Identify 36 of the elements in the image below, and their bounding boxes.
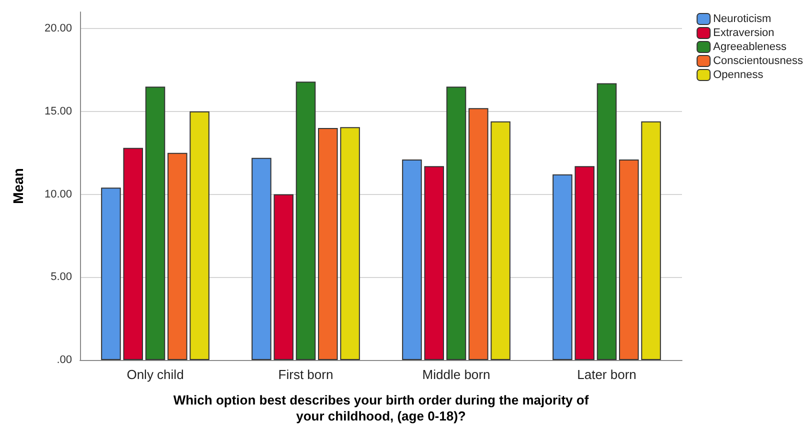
x-tick-label: Later born: [577, 367, 636, 382]
x-axis-title: Which option best describes your birth order during the majority of your childhood, (age 0-18)?: [173, 392, 590, 424]
x-tick-label: Middle born: [422, 367, 490, 382]
legend-label: Neuroticism: [713, 13, 772, 25]
legend-label: Extraversion: [713, 27, 774, 39]
bar: [101, 188, 121, 360]
bar: [340, 127, 360, 360]
bar: [424, 166, 444, 360]
bar: [318, 128, 338, 360]
bar: [641, 121, 661, 360]
legend-label: Agreeableness: [713, 41, 787, 53]
bar: [490, 121, 510, 360]
bar: [123, 148, 143, 360]
bar: [168, 152, 188, 360]
bar: [145, 86, 166, 360]
bar: [552, 174, 572, 360]
bar: [619, 159, 639, 360]
y-tick-label: 20.00: [44, 22, 72, 35]
y-axis-title: Mean: [10, 168, 26, 204]
bar: [596, 83, 617, 360]
legend-label: Conscientousness: [713, 55, 804, 67]
bar: [402, 159, 422, 360]
bar: [574, 166, 594, 360]
bar: [468, 108, 488, 360]
y-tick-label: 10.00: [44, 188, 72, 200]
bar: [446, 86, 466, 360]
y-tick-label: 5.00: [50, 271, 72, 284]
legend-label: Openness: [713, 69, 764, 81]
bar: [252, 158, 272, 360]
bar: [274, 194, 294, 360]
y-tick-label: 15.00: [44, 105, 72, 118]
bar: [296, 82, 316, 360]
bar: [190, 111, 210, 360]
x-tick-label: Only child: [126, 367, 184, 382]
y-tick-label: .00: [56, 354, 72, 366]
x-tick-label: First born: [278, 367, 334, 382]
